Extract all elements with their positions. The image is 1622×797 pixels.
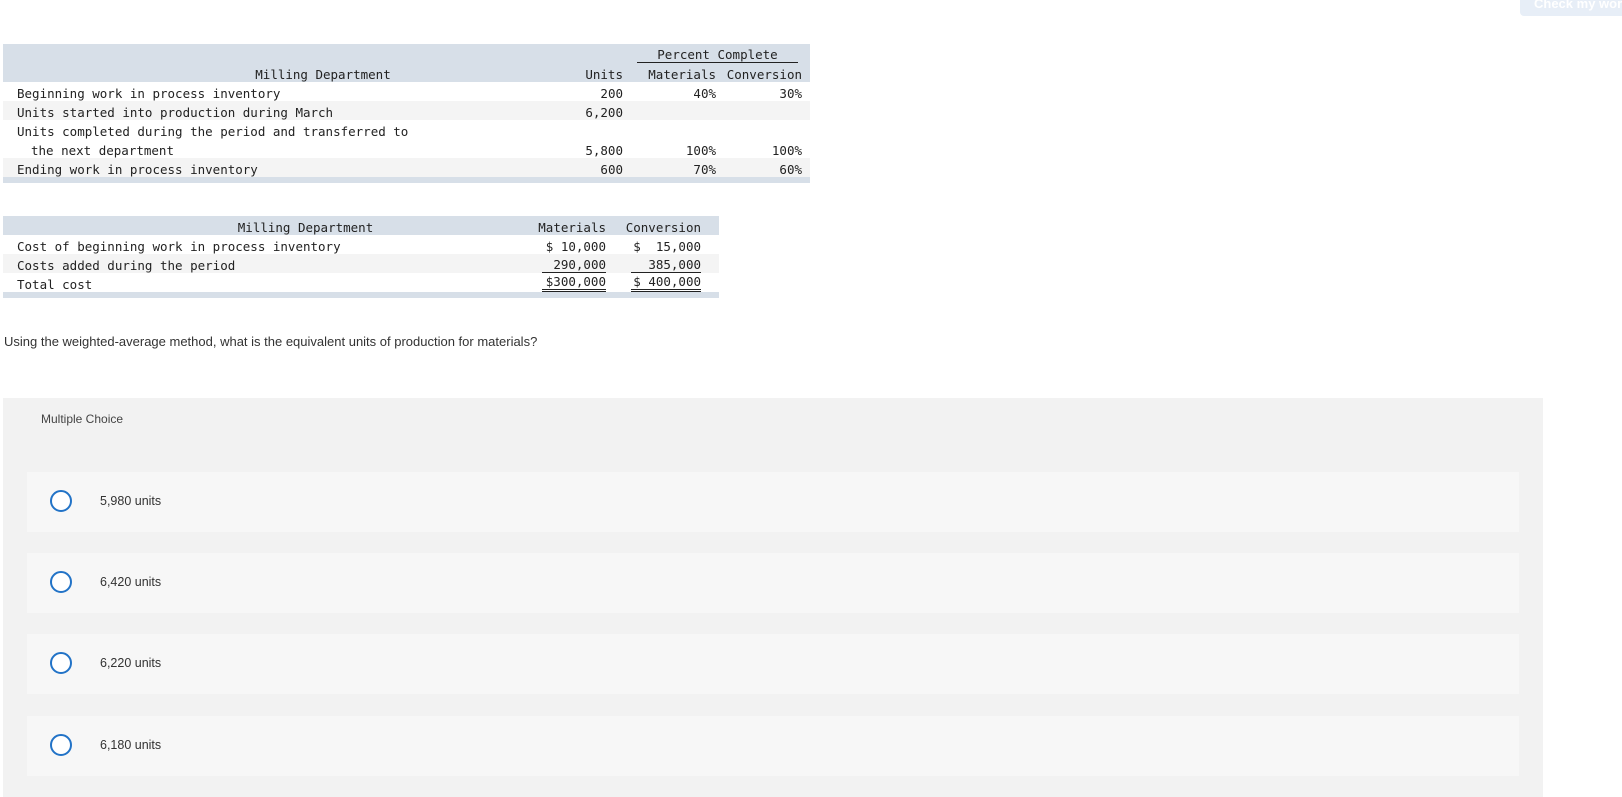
conversion-cell: 100% <box>771 143 802 158</box>
conversion-cost-value: $ 400,000 <box>631 274 701 292</box>
row-label: Units started into production during Mar… <box>17 105 334 120</box>
conversion-cell <box>716 101 802 120</box>
check-my-work-button[interactable]: Check my work <box>1520 0 1622 16</box>
materials-cell <box>623 120 716 139</box>
cost-table: Milling Department Materials Conversion … <box>3 216 719 298</box>
materials-cost-value: 290,000 <box>542 257 606 273</box>
row-label: Beginning work in process inventory <box>17 86 281 101</box>
units-table-header-row: Milling Department Units Materials Conve… <box>3 63 810 82</box>
col-conversion-header: Conversion <box>606 216 701 235</box>
radio-button-icon[interactable] <box>50 652 72 674</box>
col-units-header: Units <box>573 63 623 82</box>
materials-cell: 40% <box>693 86 716 101</box>
materials-cell: 70% <box>693 162 716 177</box>
table-row: the next department 5,800 100% 100% <box>3 139 810 158</box>
row-label: Ending work in process inventory <box>17 162 258 177</box>
choice-option[interactable]: 6,220 units <box>27 634 1519 694</box>
choice-label: 5,980 units <box>100 494 162 508</box>
col-materials-header: Materials <box>623 63 716 82</box>
units-table: Percent Complete Milling Department Unit… <box>3 44 810 183</box>
units-cell: 5,800 <box>585 143 623 158</box>
row-label: the next department <box>31 143 174 158</box>
cost-table-header-row: Milling Department Materials Conversion <box>3 216 719 235</box>
radio-button-icon[interactable] <box>50 734 72 756</box>
materials-cost-cell: 290,000 <box>538 254 606 273</box>
dept-title: Milling Department <box>3 63 573 82</box>
materials-cell: 100% <box>685 143 716 158</box>
conversion-cost-value: 385,000 <box>631 257 701 273</box>
row-label: Units completed during the period and tr… <box>17 124 409 139</box>
choice-option[interactable]: 6,420 units <box>27 553 1519 613</box>
radio-button-icon[interactable] <box>50 571 72 593</box>
col-conversion-header: Conversion <box>716 63 802 82</box>
multiple-choice-title: Multiple Choice <box>41 412 124 426</box>
choice-option[interactable]: 5,980 units <box>27 472 1519 532</box>
table-row: Units completed during the period and tr… <box>3 120 810 139</box>
conversion-cost-cell: $ 400,000 <box>606 273 701 292</box>
materials-cost-cell: $ 10,000 <box>538 235 606 254</box>
table-footer-band <box>3 177 810 183</box>
materials-cost-value: $ 10,000 <box>545 239 606 254</box>
conversion-cell: 60% <box>779 162 802 177</box>
conversion-cost-cell: $ 15,000 <box>606 235 701 254</box>
units-table-group-header-row: Percent Complete <box>3 44 810 63</box>
table-row: Total cost $300,000 $ 400,000 <box>3 273 719 292</box>
table-row: Ending work in process inventory 600 70%… <box>3 158 810 177</box>
row-label: Costs added during the period <box>17 258 236 273</box>
conversion-cell <box>716 120 802 139</box>
dept-title: Milling Department <box>3 216 538 235</box>
table-footer-band <box>3 292 719 298</box>
table-row: Cost of beginning work in process invent… <box>3 235 719 254</box>
materials-cell <box>623 101 716 120</box>
units-cell: 200 <box>600 86 623 101</box>
units-cell: 600 <box>600 162 623 177</box>
units-cell <box>573 120 623 139</box>
units-cell: 6,200 <box>585 105 623 120</box>
row-label: Cost of beginning work in process invent… <box>17 239 341 254</box>
choice-label: 6,220 units <box>100 656 162 670</box>
multiple-choice-panel: Multiple Choice 5,980 units 6,420 units … <box>3 398 1543 797</box>
table-row: Costs added during the period 290,000 38… <box>3 254 719 273</box>
question-text: Using the weighted-average method, what … <box>4 334 538 349</box>
radio-button-icon[interactable] <box>50 490 72 512</box>
col-materials-header: Materials <box>538 216 606 235</box>
table-row: Units started into production during Mar… <box>3 101 810 120</box>
conversion-cost-value: $ 15,000 <box>633 239 701 254</box>
conversion-cost-cell: 385,000 <box>606 254 701 273</box>
conversion-cell: 30% <box>779 86 802 101</box>
table-row: Beginning work in process inventory 200 … <box>3 82 810 101</box>
materials-cost-value: $300,000 <box>542 274 606 292</box>
choice-label: 6,420 units <box>100 575 162 589</box>
materials-cost-cell: $300,000 <box>538 273 606 292</box>
choice-option[interactable]: 6,180 units <box>27 716 1519 776</box>
row-label: Total cost <box>17 277 93 292</box>
percent-complete-header: Percent Complete <box>637 47 798 63</box>
choice-label: 6,180 units <box>100 738 162 752</box>
